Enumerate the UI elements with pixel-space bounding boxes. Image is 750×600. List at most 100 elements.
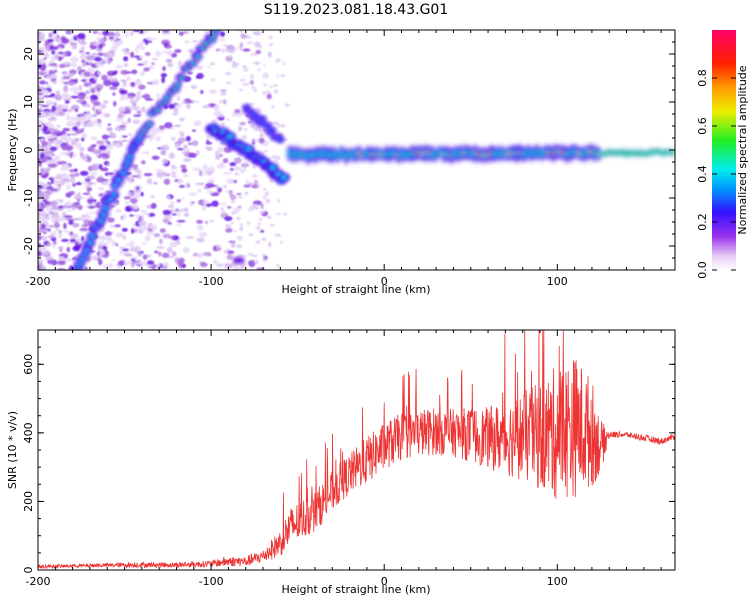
noise-speck	[262, 64, 266, 67]
noise-blob	[69, 42, 77, 46]
noise-blob	[115, 117, 124, 122]
noise-blob	[118, 246, 125, 249]
noise-blob	[77, 191, 81, 198]
noise-blob	[216, 163, 226, 169]
noise-blob	[109, 224, 116, 228]
noise-blob	[175, 210, 183, 214]
noise-blob	[140, 160, 146, 165]
noise-speck	[233, 229, 237, 233]
noise-blob	[192, 167, 201, 172]
noise-blob	[85, 55, 94, 61]
noise-blob	[95, 93, 101, 96]
noise-blob	[52, 30, 57, 35]
noise-blob	[219, 202, 228, 206]
noise-blob	[75, 217, 84, 221]
track-blob	[100, 212, 106, 217]
noise-blob	[200, 90, 204, 95]
noise-blob	[38, 38, 43, 42]
noise-blob	[85, 52, 91, 55]
noise-blob	[69, 153, 73, 159]
noise-speck	[231, 199, 235, 204]
noise-blob	[124, 51, 131, 55]
noise-blob	[45, 200, 49, 205]
noise-blob	[38, 138, 46, 142]
noise-speck	[279, 241, 284, 244]
noise-blob	[233, 157, 242, 164]
noise-blob	[153, 233, 161, 238]
noise-blob	[124, 201, 131, 205]
noise-speck	[268, 35, 273, 40]
noise-blob	[74, 78, 78, 84]
noise-blob	[66, 120, 75, 127]
noise-blob	[177, 130, 184, 134]
noise-blob	[140, 106, 146, 113]
noise-blob	[65, 30, 73, 35]
noise-blob	[121, 48, 127, 53]
noise-blob	[96, 87, 101, 93]
track-blob	[147, 122, 152, 126]
noise-blob	[65, 184, 71, 191]
noise-blob	[68, 87, 77, 91]
noise-blob	[102, 30, 109, 36]
noise-blob	[53, 179, 61, 186]
noise-speck	[262, 257, 267, 262]
noise-blob	[53, 155, 61, 162]
noise-blob	[151, 62, 155, 66]
noise-blob	[158, 125, 166, 130]
noise-blob	[90, 73, 96, 77]
noise-blob	[89, 41, 97, 45]
noise-speck	[216, 48, 222, 51]
noise-blob	[233, 166, 242, 172]
noise-blob	[92, 101, 101, 107]
noise-speck	[242, 65, 248, 69]
noise-blob	[162, 209, 172, 216]
noise-blob	[97, 186, 105, 191]
noise-speck	[248, 232, 254, 237]
noise-blob	[163, 178, 171, 185]
noise-blob	[136, 173, 142, 180]
noise-blob	[114, 70, 118, 74]
noise-blob	[75, 182, 83, 186]
noise-blob	[127, 177, 133, 184]
noise-blob	[90, 255, 99, 261]
noise-blob	[177, 137, 187, 143]
noise-blob	[78, 94, 86, 100]
noise-blob	[58, 217, 64, 222]
noise-blob	[94, 56, 102, 62]
noise-blob	[250, 52, 258, 57]
noise-speck	[257, 183, 260, 188]
noise-blob	[101, 134, 109, 140]
noise-blob	[193, 120, 202, 127]
noise-blob	[101, 113, 110, 116]
noise-speck	[263, 83, 267, 87]
noise-blob	[223, 171, 233, 175]
noise-blob	[48, 60, 54, 64]
noise-blob	[49, 200, 58, 207]
noise-blob	[78, 147, 85, 152]
noise-speck	[225, 72, 231, 75]
noise-blob	[70, 56, 79, 63]
noise-blob	[143, 67, 150, 72]
noise-speck	[209, 219, 215, 223]
noise-blob	[51, 107, 57, 111]
noise-blob	[95, 37, 102, 41]
noise-speck	[243, 68, 249, 72]
snr-y-tick-label: 600	[22, 354, 35, 375]
noise-blob	[38, 251, 43, 257]
track-blob	[281, 175, 287, 180]
noise-blob	[38, 93, 44, 96]
noise-blob	[56, 139, 63, 145]
noise-blob	[73, 238, 83, 242]
noise-blob	[226, 206, 232, 209]
spectrogram-x-tick-label: 0	[381, 275, 388, 288]
noise-blob	[70, 233, 79, 239]
track-blob	[102, 206, 108, 211]
noise-blob	[74, 201, 81, 205]
noise-blob	[51, 206, 60, 210]
noise-speck	[221, 211, 226, 214]
noise-blob	[79, 151, 84, 157]
noise-blob	[97, 235, 106, 240]
noise-blob	[176, 219, 186, 223]
noise-blob	[67, 73, 74, 77]
noise-speck	[273, 122, 279, 125]
